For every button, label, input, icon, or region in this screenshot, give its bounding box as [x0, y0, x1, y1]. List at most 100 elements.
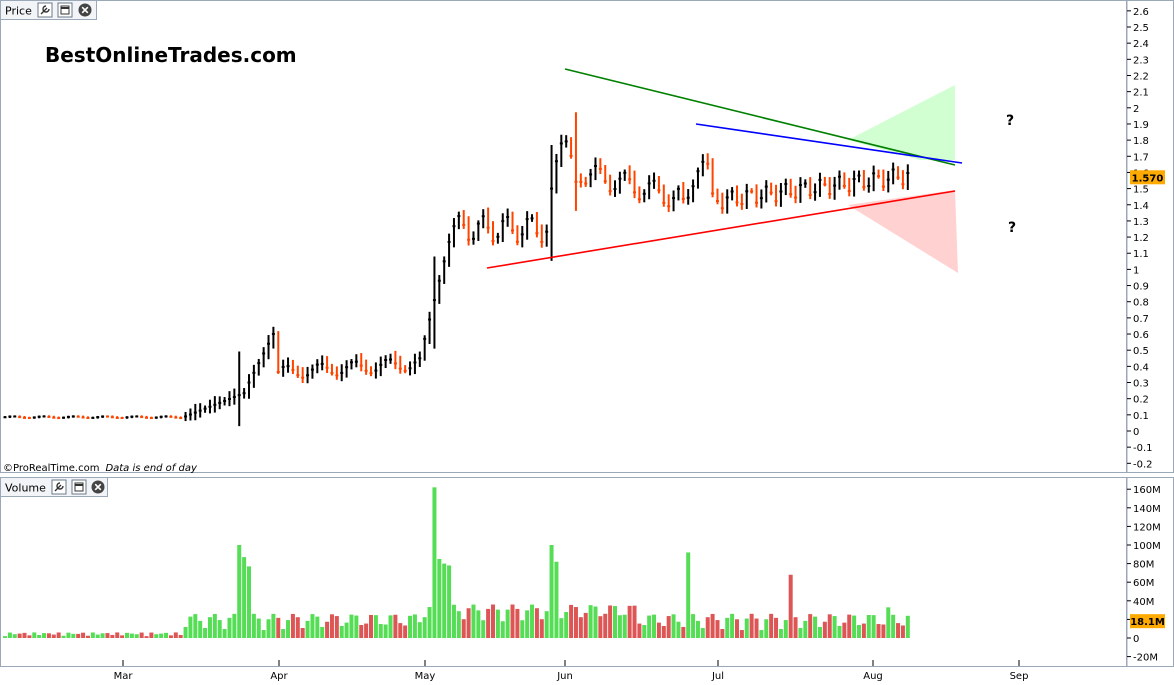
volume-bar [207, 617, 212, 638]
wrench-icon[interactable] [51, 479, 67, 495]
volume-bar [749, 613, 754, 638]
price-tick-label: -0.1 [1133, 443, 1153, 454]
volume-tick-label: 80M [1133, 560, 1154, 571]
volume-tick-label: 40M [1133, 597, 1154, 608]
red-trendline [486, 190, 956, 269]
volume-bar [242, 557, 247, 638]
volume-bar [266, 619, 271, 638]
volume-bar [486, 608, 491, 638]
price-axis-ticks: 2.62.52.42.32.22.121.91.81.71.61.51.41.3… [1127, 7, 1153, 470]
price-panel [0, 0, 1127, 473]
close-icon[interactable] [78, 3, 92, 17]
close-icon[interactable] [91, 480, 105, 494]
volume-bar [188, 616, 193, 638]
bearish-zone [848, 190, 958, 273]
month-label: Sep [1010, 671, 1029, 681]
volume-bar [622, 614, 627, 638]
volume-bar [525, 610, 530, 638]
volume-bar [344, 622, 349, 638]
volume-bar [603, 613, 608, 638]
volume-bar [7, 632, 12, 638]
volume-bar [564, 612, 569, 638]
volume-bar [203, 627, 208, 638]
volume-bar [144, 636, 149, 638]
price-tick-label: 1 [1133, 265, 1139, 276]
volume-tick-label: 160M [1133, 485, 1161, 496]
volume-bar [66, 632, 71, 638]
volume-bar [871, 615, 876, 638]
volume-bar [491, 604, 495, 638]
volume-bar [3, 636, 7, 638]
volume-bar [42, 633, 47, 638]
window-icon[interactable] [57, 2, 73, 18]
volume-bar [578, 617, 583, 638]
volume-bar [613, 606, 617, 638]
volume-bar [637, 623, 642, 638]
volume-bar [861, 623, 866, 638]
price-panel-title: Price [5, 5, 32, 18]
volume-bar [661, 625, 666, 638]
volume-bar [334, 616, 339, 638]
price-tick-label: 1.3 [1133, 217, 1149, 228]
volume-bar [808, 614, 813, 638]
volume-bar [388, 615, 393, 638]
volume-bar [739, 630, 744, 638]
volume-bar [398, 623, 403, 638]
volume-bar [744, 618, 749, 638]
volume-bar [115, 632, 120, 638]
volume-bar [139, 632, 144, 638]
volume-bar [583, 612, 588, 638]
volume-bar [671, 614, 676, 638]
window-icon[interactable] [71, 479, 87, 495]
month-axis: Mar Apr May Jun Jul Aug Sep [114, 660, 1029, 682]
volume-bar [544, 611, 549, 638]
volume-bar [656, 622, 661, 638]
volume-bar [422, 617, 427, 638]
volume-bar [412, 614, 417, 638]
volume-bar [476, 610, 481, 638]
volume-bar [456, 611, 461, 638]
price-tick-label: 2.2 [1133, 71, 1149, 82]
volume-bar [276, 617, 281, 638]
price-tick-label: 0 [1133, 427, 1139, 438]
volume-bar [832, 616, 837, 638]
volume-bar [481, 620, 486, 638]
volume-bar [500, 621, 505, 638]
volume-bar [730, 613, 735, 638]
volume-bar [447, 565, 452, 638]
trendlines [486, 68, 963, 269]
volume-bar [237, 545, 242, 638]
volume-bar [852, 615, 857, 638]
price-tick-label: 1.2 [1133, 233, 1149, 244]
volume-bar [61, 635, 66, 638]
question-mark-lower: ? [1008, 220, 1016, 236]
last-value-badges: 1.570 18.1M [1130, 170, 1165, 629]
volume-bar [373, 615, 378, 638]
volume-bar [329, 614, 334, 638]
price-tick-label: 2.1 [1133, 88, 1149, 99]
price-tick-label: 1.4 [1133, 201, 1149, 212]
volume-bar [193, 614, 198, 638]
volume-bar [359, 624, 364, 638]
volume-bar [905, 615, 910, 638]
volume-bar [647, 615, 652, 638]
volume-bar [759, 630, 764, 638]
volume-bar [110, 634, 115, 638]
volume-bar [217, 620, 222, 638]
volume-bar [286, 620, 291, 638]
volume-bar [642, 624, 647, 638]
wrench-icon[interactable] [37, 2, 53, 18]
volume-bar [803, 620, 808, 638]
volume-bar [896, 623, 901, 638]
volume-bar [700, 627, 705, 638]
volume-bar [554, 561, 559, 638]
volume-bar [300, 627, 305, 638]
volume-axis [1126, 477, 1174, 667]
volume-bar [632, 605, 637, 638]
volume-tick-label: 60M [1133, 578, 1154, 589]
volume-bar [886, 607, 891, 638]
volume-bar [593, 606, 598, 638]
volume-bar [891, 614, 896, 638]
volume-bar [827, 614, 832, 638]
